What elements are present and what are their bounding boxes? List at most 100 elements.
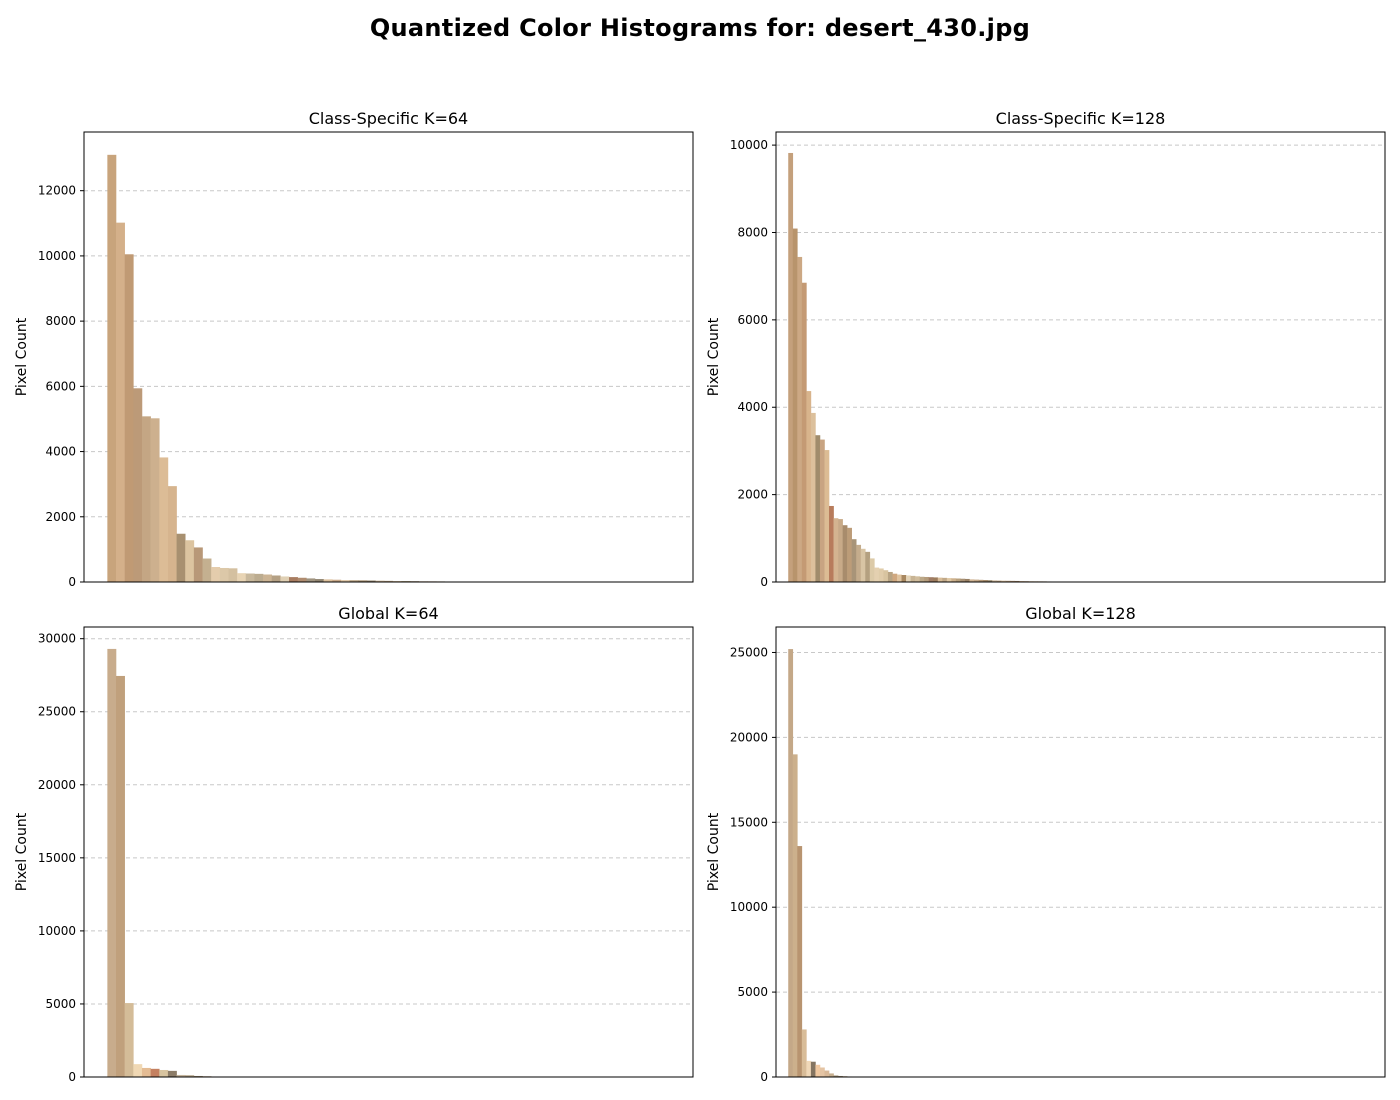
bar-series	[788, 649, 857, 1077]
bar	[176, 533, 186, 582]
y-axis: 0 2000 4000 6000 8000 10000 12000	[38, 184, 84, 589]
bar	[842, 525, 848, 582]
bar	[969, 579, 975, 582]
bar	[124, 1003, 134, 1077]
bar	[271, 575, 281, 582]
chart-svg: 0 5000 10000 15000 20000 25000 Global K=128 P…	[706, 604, 1386, 1084]
bar	[806, 391, 812, 582]
y-tick-label: 5000	[737, 985, 768, 999]
bar	[815, 435, 821, 582]
y-tick-label: 25000	[730, 645, 768, 659]
y-tick-label: 15000	[730, 815, 768, 829]
bar	[792, 228, 798, 582]
chart-svg: 0 5000 10000 15000 20000 25000 30000 Global K=…	[14, 604, 694, 1084]
y-tick-label: 0	[68, 575, 76, 589]
chart-svg: 0 2000 4000 6000 8000 10000 12000 Class-Specif…	[14, 109, 694, 589]
bar	[167, 1070, 177, 1077]
y-tick-label: 8000	[45, 314, 76, 328]
bar	[314, 579, 324, 582]
bar	[202, 558, 212, 582]
y-axis-label: Pixel Count	[14, 812, 30, 891]
y-tick-label: 8000	[737, 225, 768, 239]
plot-frame	[83, 131, 694, 583]
chart-panel-class-specific-k64: 0 2000 4000 6000 8000 10000 12000 Class-Specif…	[0, 100, 700, 595]
y-tick-label: 2000	[45, 510, 76, 524]
y-tick-label: 10000	[38, 924, 76, 938]
bar	[942, 577, 948, 582]
bar	[185, 1075, 195, 1077]
bar	[946, 578, 952, 582]
bar	[933, 577, 939, 582]
bar	[960, 578, 966, 582]
bar	[815, 1064, 821, 1077]
bar	[384, 580, 394, 582]
y-tick-label: 10000	[730, 138, 768, 152]
bar	[928, 577, 934, 582]
chart-title: Global K=64	[338, 604, 438, 623]
y-tick-label: 0	[68, 1070, 76, 1084]
bar	[159, 1069, 169, 1077]
bar	[289, 577, 298, 582]
bar	[332, 579, 342, 582]
plot-frame	[83, 626, 694, 1078]
plot-frame	[775, 131, 1386, 583]
y-tick-label: 15000	[38, 851, 76, 865]
bar	[133, 388, 143, 582]
bar	[788, 649, 794, 1077]
bar	[838, 519, 843, 582]
y-axis-label: Pixel Count	[706, 317, 722, 396]
bar-series	[107, 648, 221, 1077]
bar	[788, 152, 794, 582]
bar	[254, 573, 264, 582]
bar	[910, 575, 916, 582]
y-tick-label: 4000	[737, 400, 768, 414]
bar	[280, 576, 290, 582]
figure-title: Quantized Color Histograms for: desert_4…	[369, 14, 1031, 42]
bar	[937, 577, 943, 582]
chart-title: Class-Specific K=128	[996, 109, 1166, 128]
bar	[167, 486, 177, 582]
bar	[824, 1070, 830, 1077]
bar	[824, 450, 830, 582]
bar	[978, 579, 984, 582]
y-axis-label: Pixel Count	[14, 317, 30, 396]
bar	[838, 1075, 843, 1077]
bar	[116, 675, 125, 1077]
bar	[358, 580, 368, 582]
grid-lines	[84, 190, 693, 518]
bar	[806, 1060, 812, 1077]
grid-lines	[84, 638, 693, 1005]
chart-svg: 0 2000 4000 6000 8000 10000 Class-Specific K=…	[706, 109, 1386, 589]
bar	[892, 573, 898, 582]
bar	[829, 1073, 834, 1077]
chart-title: Global K=128	[1025, 604, 1136, 623]
bar	[801, 1029, 807, 1077]
grid-lines	[776, 144, 1385, 496]
bar	[133, 1064, 143, 1077]
chart-panel-global-k64: 0 5000 10000 15000 20000 25000 30000 Global K=…	[0, 595, 700, 1090]
y-axis: 0 2000 4000 6000 8000 10000	[730, 138, 776, 589]
y-tick-label: 0	[760, 575, 768, 589]
bar	[228, 568, 238, 582]
y-tick-label: 6000	[737, 313, 768, 327]
y-axis-label: Pixel Count	[706, 812, 722, 891]
bar	[340, 580, 350, 582]
chart-title: Class-Specific K=64	[309, 109, 468, 128]
bar	[819, 439, 825, 582]
bar	[851, 539, 857, 582]
y-tick-label: 25000	[38, 705, 76, 719]
bar	[860, 548, 866, 582]
bar	[150, 1068, 160, 1077]
bar	[801, 282, 807, 582]
bar	[874, 567, 880, 582]
bar	[833, 518, 839, 582]
bar-series	[788, 152, 1093, 582]
bar	[987, 580, 993, 582]
bar	[297, 577, 307, 582]
bar	[792, 754, 798, 1077]
y-tick-label: 10000	[38, 249, 76, 263]
bar	[887, 571, 893, 582]
bar	[1014, 580, 1020, 582]
bar	[797, 846, 803, 1077]
y-tick-label: 6000	[45, 379, 76, 393]
